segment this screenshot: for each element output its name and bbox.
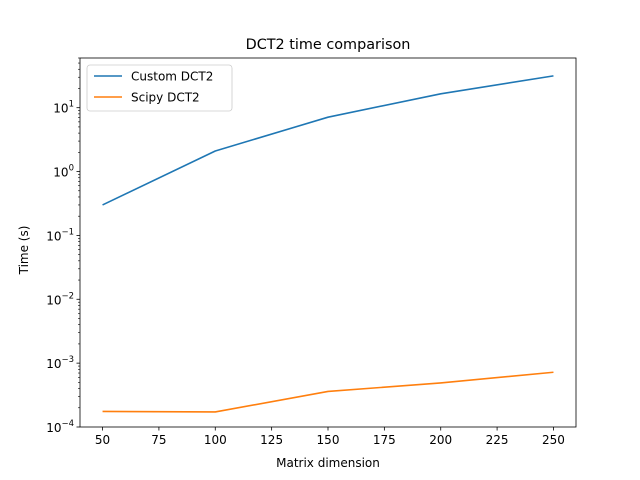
series-line-custom-dct2 — [102, 75, 554, 206]
y-tick-base: 10 — [46, 421, 61, 435]
y-tick-label: 100 — [53, 164, 74, 180]
y-tick-label: 10−1 — [46, 227, 74, 243]
y-tick-base: 10 — [46, 357, 61, 371]
x-tick-label: 150 — [317, 433, 340, 447]
y-tick-exponent: 0 — [69, 164, 74, 174]
chart-title: DCT2 time comparison — [246, 37, 411, 53]
y-axis-label: Time (s) — [17, 226, 31, 276]
legend-box — [86, 64, 233, 112]
series-line-scipy-dct2 — [102, 371, 554, 413]
y-tick-base: 10 — [53, 166, 68, 180]
legend-entry-label: Scipy DCT2 — [131, 91, 200, 105]
y-tick-exponent: −4 — [61, 419, 74, 429]
y-tick-exponent: 1 — [69, 100, 74, 110]
x-tick-label: 250 — [542, 433, 565, 447]
y-tick-exponent: −2 — [61, 291, 74, 301]
y-tick-base: 10 — [53, 102, 68, 116]
x-tick-label: 75 — [151, 433, 166, 447]
legend: Custom DCT2 Scipy DCT2 — [86, 64, 233, 112]
x-tick-label: 100 — [204, 433, 227, 447]
y-tick-label: 101 — [53, 100, 74, 116]
y-tick-label: 10−2 — [46, 291, 74, 307]
y-tick-base: 10 — [46, 293, 61, 307]
x-tick-label: 50 — [95, 433, 110, 447]
y-tick-exponent: −3 — [61, 355, 74, 365]
y-tick-base: 10 — [46, 229, 61, 243]
legend-entry-label: Custom DCT2 — [131, 70, 213, 84]
x-tick-label: 225 — [486, 433, 509, 447]
x-tick-label: 175 — [373, 433, 396, 447]
y-tick-label: 10−3 — [46, 355, 74, 371]
y-tick-label: 10−4 — [46, 419, 74, 435]
axes-frame — [79, 57, 577, 428]
x-axis-label: Matrix dimension — [276, 456, 380, 470]
x-tick-label: 125 — [260, 433, 283, 447]
x-tick-label: 200 — [429, 433, 452, 447]
y-tick-exponent: −1 — [61, 227, 74, 237]
